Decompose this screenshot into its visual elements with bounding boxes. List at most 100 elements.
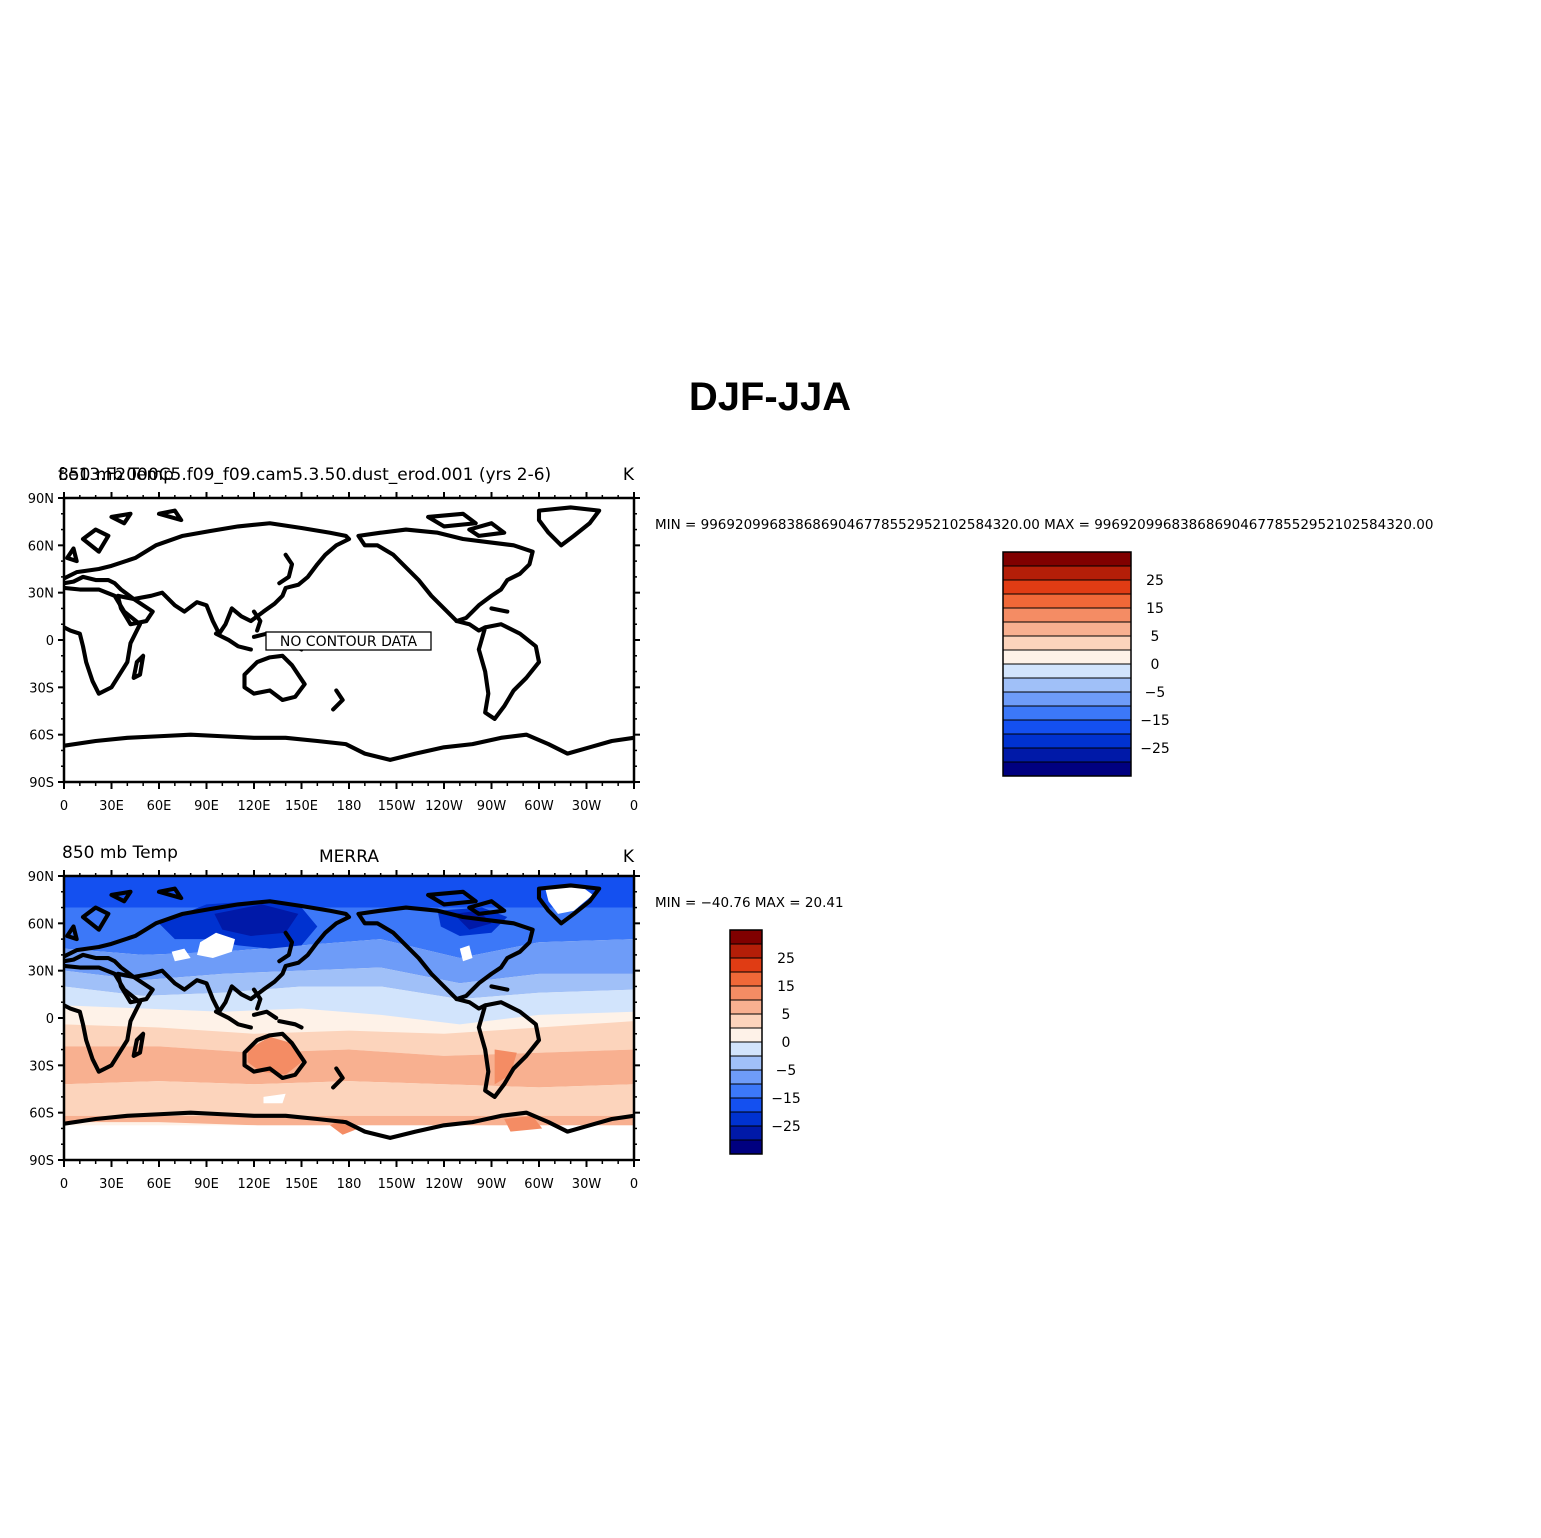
colorbar2-color-box [729, 999, 763, 1015]
colorbar2-color-box [729, 1041, 763, 1057]
colorbar2-color-box [729, 1055, 763, 1071]
panel2-lat-tick-label: 30S [29, 1059, 54, 1074]
panel2-lat-tick-label: 90N [28, 870, 54, 885]
colorbar2-color-box [729, 1125, 763, 1141]
colorbar2-label: −15 [771, 1091, 801, 1107]
panel2-lon-tick-label: 30W [572, 1177, 602, 1192]
colorbar2-color-box [729, 1069, 763, 1085]
panel2-ticks: 90N 60N 30N 0 30S 60S 90S 0 30E 60E 90E 120E 150E 180… [28, 870, 640, 1192]
panel1-lat-tick-label: 30S [29, 681, 54, 696]
colorbar2-label: 25 [777, 951, 795, 967]
panel2-colorbar: −25 −15 −5 0 5 15 25 [729, 929, 801, 1155]
colorbar2-outline [729, 929, 763, 1155]
panel2-lon-tick-label: 30E [99, 1177, 124, 1192]
panel1-right-label: K [623, 465, 635, 485]
panel2-lon-tick-label: 60W [524, 1177, 554, 1192]
panel2-lon-tick-label: 180 [337, 1177, 362, 1192]
panel1-lon-tick-label: 150W [378, 799, 416, 814]
colorbar2-color-box [729, 957, 763, 973]
panel1-lon-tick-label: 30W [572, 799, 602, 814]
panel2-lat-tick-label: 90S [29, 1154, 54, 1169]
panel1-lon-tick-label: 60W [524, 799, 554, 814]
panel2-left-label: 850 mb Temp [62, 843, 178, 863]
panel1-lon-tick-label: 120E [237, 799, 270, 814]
colorbar1-color-box [1002, 733, 1132, 749]
panel2-center-label: MERRA [319, 847, 379, 867]
colorbar1-color-box [1002, 593, 1132, 609]
colorbar2-color-box [729, 1083, 763, 1099]
colorbar1-color-box [1002, 579, 1132, 595]
panel2-lon-tick-label: 0 [630, 1177, 638, 1192]
panel1-lon-tick-label: 30E [99, 799, 124, 814]
colorbar2-color-box [729, 1139, 763, 1155]
panel1-stats: MIN = 9969209968386869046778552952102584… [655, 517, 1433, 533]
colorbar2-label: 5 [782, 1007, 791, 1023]
panel1-lat-tick-label: 60N [28, 539, 54, 554]
panel1-colorbar: −25 −15 −5 0 5 15 25 [1002, 551, 1170, 777]
colorbar1-color-box [1002, 649, 1132, 665]
panel1-lon-tick-label: 180 [337, 799, 362, 814]
panel2-lon-tick-label: 120E [237, 1177, 270, 1192]
colorbar1-color-box [1002, 747, 1132, 763]
colorbar1-label: −5 [1145, 685, 1166, 701]
panel1-left-label: 850 mb Temp [58, 465, 174, 485]
colorbar1-label: −25 [1140, 741, 1170, 757]
panel1-lon-tick-label: 0 [60, 799, 68, 814]
colorbar2-label: −25 [771, 1119, 801, 1135]
figure-title: DJF-JJA [689, 375, 851, 419]
colorbar2-label: −5 [776, 1063, 797, 1079]
panel-model: 90N 60N 30N 0 30S 60S 90S 0 30E 60E 90E 120E 150E 180… [28, 465, 1434, 814]
panel2-lon-tick-label: 120W [425, 1177, 463, 1192]
colorbar2-color-box [729, 1111, 763, 1127]
panel2-lon-tick-label: 60E [147, 1177, 172, 1192]
panel1-lat-tick-label: 90N [28, 492, 54, 507]
panel2-lon-tick-label: 0 [60, 1177, 68, 1192]
colorbar2-color-box [729, 1013, 763, 1029]
panel1-lat-tick-label: 0 [46, 634, 54, 649]
colorbar2-label: 0 [782, 1035, 791, 1051]
panel1-ticks: 90N 60N 30N 0 30S 60S 90S 0 30E 60E 90E 120E 150E 180… [28, 492, 640, 814]
colorbar1-color-box [1002, 551, 1132, 567]
panel1-lat-tick-label: 90S [29, 776, 54, 791]
colorbar1-outline [1002, 551, 1132, 777]
panel2-right-label: K [623, 847, 635, 867]
panel2-lon-tick-label: 150W [378, 1177, 416, 1192]
panel2-lon-tick-label: 90W [477, 1177, 507, 1192]
colorbar1-color-box [1002, 677, 1132, 693]
colorbar1-color-box [1002, 761, 1132, 777]
panel1-lon-tick-label: 60E [147, 799, 172, 814]
colorbar1-color-box [1002, 663, 1132, 679]
colorbar2-color-box [729, 1027, 763, 1043]
colorbar1-color-box [1002, 719, 1132, 735]
colorbar1-color-box [1002, 705, 1132, 721]
colorbar1-color-box [1002, 607, 1132, 623]
panel1-lat-tick-label: 60S [29, 729, 54, 744]
colorbar2-color-box [729, 971, 763, 987]
colorbar1-color-box [1002, 565, 1132, 581]
colorbar1-color-box [1002, 691, 1132, 707]
no-contour-box: NO CONTOUR DATA [265, 631, 432, 651]
panel2-lat-tick-label: 30N [28, 965, 54, 980]
colorbar1-label: 25 [1146, 573, 1164, 589]
colorbar2-label: 15 [777, 979, 795, 995]
panel1-lon-tick-label: 0 [630, 799, 638, 814]
panel1-lon-tick-label: 120W [425, 799, 463, 814]
colorbar1-color-box [1002, 635, 1132, 651]
panel2-lon-tick-label: 150E [285, 1177, 318, 1192]
panel1-lat-tick-label: 30N [28, 587, 54, 602]
colorbar1-color-box [1002, 621, 1132, 637]
colorbar2-color-box [729, 929, 763, 945]
colorbar2-color-box [729, 943, 763, 959]
colorbar1-label: −15 [1140, 713, 1170, 729]
panel1-case-label: f.e13.F2000C5.f09_f09.cam5.3.50.dust_ero… [58, 465, 551, 485]
panel2-lat-tick-label: 60S [29, 1107, 54, 1122]
panel2-stats: MIN = −40.76 MAX = 20.41 [655, 895, 844, 911]
no-contour-text: NO CONTOUR DATA [280, 634, 418, 650]
panel2-lon-tick-label: 90E [194, 1177, 219, 1192]
panel2-lat-tick-label: 60N [28, 917, 54, 932]
panel2-lat-tick-label: 0 [46, 1012, 54, 1027]
colorbar1-label: 5 [1151, 629, 1160, 645]
panel1-lon-tick-label: 90E [194, 799, 219, 814]
panel-merra: 90N 60N 30N 0 30S 60S 90S 0 30E 60E 90E 120E 150E 180… [28, 843, 844, 1192]
panel1-lon-tick-label: 90W [477, 799, 507, 814]
